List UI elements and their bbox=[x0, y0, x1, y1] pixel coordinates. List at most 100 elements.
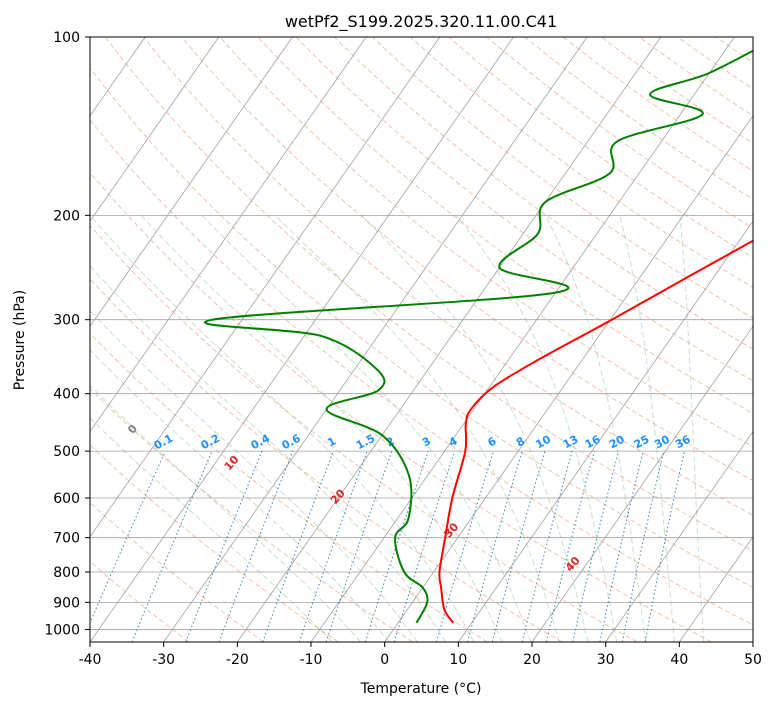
dry-adiabat-line bbox=[219, 37, 753, 448]
x-tick-label: -40 bbox=[79, 652, 102, 668]
mixing-ratio-label: 4 bbox=[447, 434, 460, 449]
dry-adiabat-line bbox=[409, 37, 753, 289]
dry-adiabat-line bbox=[90, 332, 488, 642]
y-tick-label: 500 bbox=[53, 444, 80, 460]
dry-adiabat-line bbox=[486, 37, 753, 229]
x-tick-label: 0 bbox=[380, 652, 389, 668]
x-tick-label: 20 bbox=[523, 652, 541, 668]
background-lines: -100-90-80-70-60-50-40-30-20-10010203040… bbox=[0, 35, 775, 642]
moist-adiabat-line bbox=[274, 214, 560, 642]
mixing-ratio-label: 0.2 bbox=[199, 432, 222, 453]
moist-adiabat-line bbox=[90, 265, 447, 642]
moist-adiabat-line bbox=[140, 214, 503, 642]
y-tick-label: 900 bbox=[53, 595, 80, 611]
moist-adiabat-line bbox=[679, 215, 705, 642]
y-tick-label: 400 bbox=[53, 387, 80, 403]
mixing-ratio-line bbox=[393, 450, 456, 642]
dewpoint-profile bbox=[203, 49, 753, 624]
mixing-ratio-line bbox=[218, 450, 294, 642]
mixing-ratio-label: 10 bbox=[533, 433, 553, 452]
mixing-ratio-line bbox=[90, 450, 166, 625]
mixing-ratio-label: 0.4 bbox=[249, 432, 273, 453]
mixing-ratio-line bbox=[644, 450, 685, 642]
isotherm-line bbox=[384, 115, 753, 642]
moist-adiabat-line bbox=[360, 214, 589, 642]
mixing-ratio-label: 0.6 bbox=[280, 432, 304, 453]
dry-adiabat-line bbox=[90, 224, 638, 642]
mixing-ratio-label: 3 bbox=[420, 434, 433, 449]
x-tick-label: 10 bbox=[449, 652, 467, 668]
x-axis: -40 -30 -20 -10 0 10 20 30 40 50 bbox=[79, 642, 762, 668]
dry-adiabat-line bbox=[90, 387, 414, 642]
plot-frame bbox=[89, 36, 754, 643]
mixing-ratio-label: 13 bbox=[561, 433, 581, 452]
isotherm-line bbox=[531, 325, 753, 642]
moist-adiabat-line bbox=[90, 309, 418, 642]
mixing-ratio-line bbox=[572, 450, 620, 642]
temperature-profile bbox=[438, 239, 753, 624]
x-tick-label: 50 bbox=[744, 652, 762, 668]
y-tick-label: 800 bbox=[53, 565, 80, 581]
y-tick-label: 700 bbox=[53, 531, 80, 547]
chart-title: wetPf2_S199.2025.320.11.00.C41 bbox=[285, 12, 557, 32]
mixing-ratio-label: 1.5 bbox=[354, 432, 377, 453]
dry-adiabat-line bbox=[180, 37, 753, 482]
x-tick-label: 40 bbox=[670, 652, 688, 668]
isotherm-line bbox=[752, 641, 753, 642]
isotherm-line bbox=[679, 536, 753, 642]
moist-adiabat-line bbox=[201, 214, 532, 642]
y-axis: 100 200 300 400 500 600 700 800 900 1000 bbox=[44, 30, 90, 638]
mixing-ratio-line bbox=[298, 450, 368, 642]
mixing-ratio-line bbox=[545, 450, 595, 642]
mixing-ratio-label: 16 bbox=[583, 433, 603, 452]
isotherm-line bbox=[0, 37, 72, 642]
mixing-ratio-label: 30 bbox=[652, 433, 672, 452]
dry-adiabat-line bbox=[104, 37, 753, 552]
x-tick-label: -10 bbox=[300, 652, 323, 668]
moist-adiabat-line bbox=[619, 215, 676, 642]
isotherm-line bbox=[237, 37, 662, 642]
isotherm-line bbox=[90, 37, 514, 642]
dry-adiabat-line bbox=[90, 501, 264, 642]
dry-adiabat-line bbox=[447, 37, 753, 259]
mixing-ratio-label: 25 bbox=[632, 433, 652, 452]
isotherm-line bbox=[90, 37, 441, 538]
dry-adiabat-line bbox=[142, 37, 753, 516]
y-tick-label: 200 bbox=[53, 208, 80, 224]
dry-adiabat-line bbox=[371, 37, 753, 319]
y-tick-label: 1000 bbox=[44, 622, 80, 638]
moist-adiabat-line bbox=[90, 384, 361, 642]
x-tick-label: -20 bbox=[226, 652, 249, 668]
isotherm-line bbox=[458, 220, 753, 642]
dry-adiabat-line bbox=[90, 67, 753, 589]
y-tick-label: 100 bbox=[53, 30, 80, 46]
y-axis-label: Pressure (hPa) bbox=[12, 290, 28, 390]
mixing-ratio-label: 20 bbox=[607, 433, 627, 452]
mixing-ratio-label: 1 bbox=[325, 434, 338, 449]
dry-adiabat-line bbox=[752, 35, 775, 642]
mixing-ratio-line bbox=[491, 450, 546, 642]
x-tick-label: 30 bbox=[597, 652, 615, 668]
isotherm-line bbox=[163, 37, 588, 642]
moist-adiabat-line bbox=[544, 215, 647, 642]
moist-adiabat-line bbox=[90, 349, 390, 642]
isotherm-line bbox=[310, 37, 735, 642]
dry-adiabat-line bbox=[90, 119, 753, 626]
dry-adiabat-label: 20 bbox=[328, 486, 348, 506]
dry-adiabat-line bbox=[90, 171, 712, 642]
dry-adiabat-line bbox=[295, 37, 753, 382]
isotherm-line bbox=[90, 37, 220, 222]
x-tick-label: -30 bbox=[152, 652, 175, 668]
isotherm-line bbox=[90, 37, 293, 327]
mixing-ratio-line bbox=[521, 450, 573, 642]
dry-adiabat-line bbox=[90, 444, 339, 642]
mixing-ratio-line bbox=[599, 450, 644, 642]
dry-adiabat-label: 10 bbox=[222, 453, 242, 473]
dry-adiabat-line bbox=[600, 37, 753, 144]
mixing-ratio-label: 36 bbox=[673, 433, 693, 452]
moist-adiabat-line bbox=[455, 214, 618, 642]
mixing-ratio-label: 0.1 bbox=[152, 432, 175, 453]
dry-adiabat-line bbox=[676, 37, 753, 90]
isotherm-line bbox=[605, 430, 753, 642]
